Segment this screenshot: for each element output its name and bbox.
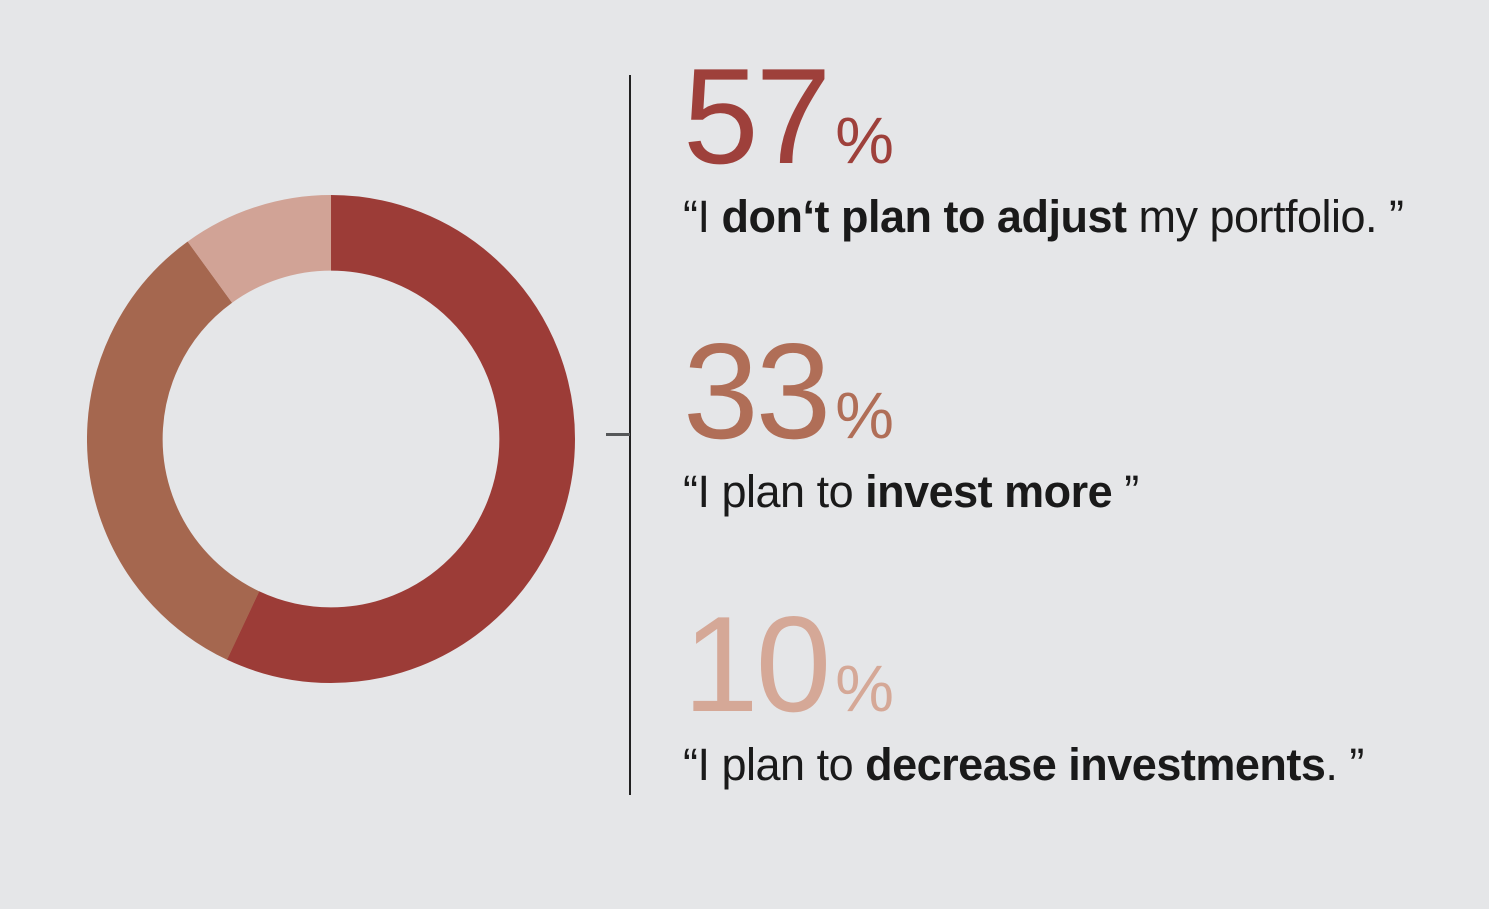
percent-value-10: 10%	[683, 596, 1463, 732]
donut-chart	[87, 195, 575, 683]
separator-tick-icon	[606, 433, 630, 436]
quote-bold: don‘t plan to adjust	[721, 191, 1127, 243]
percent-number: 57	[683, 40, 831, 192]
quote-bold: decrease investments	[865, 739, 1326, 791]
quote-prefix: “I	[683, 191, 722, 243]
percent-sign: %	[835, 378, 894, 452]
separator-line	[629, 75, 631, 795]
quote-bold: invest more	[865, 466, 1113, 518]
callout-decrease-investments: 10% “I plan to decrease investments. ”	[683, 596, 1463, 788]
percent-sign: %	[835, 651, 894, 725]
quote-suffix: . ”	[1325, 739, 1364, 791]
percent-value-33: 33%	[683, 323, 1463, 459]
quote-prefix: “I plan to	[683, 739, 866, 791]
donut-segment	[87, 195, 575, 683]
quote-text: “I don‘t plan to adjust my portfolio. ”	[683, 193, 1463, 240]
quote-suffix: ”	[1112, 466, 1139, 518]
percent-value-57: 57%	[683, 48, 1463, 184]
quote-suffix: my portfolio. ”	[1126, 191, 1404, 243]
callout-no-adjust: 57% “I don‘t plan to adjust my portfolio…	[683, 48, 1463, 240]
quote-text: “I plan to decrease investments. ”	[683, 741, 1463, 788]
percent-number: 33	[683, 315, 831, 467]
quote-prefix: “I plan to	[683, 466, 866, 518]
percent-number: 10	[683, 588, 831, 740]
callout-invest-more: 33% “I plan to invest more ”	[683, 323, 1463, 515]
quote-text: “I plan to invest more ”	[683, 468, 1463, 515]
percent-sign: %	[835, 103, 894, 177]
